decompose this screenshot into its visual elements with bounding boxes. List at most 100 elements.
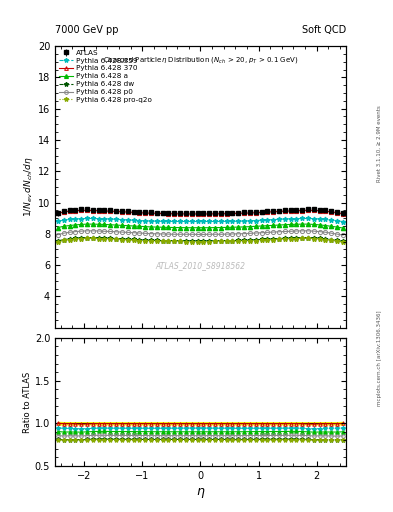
Pythia 6.428 370 — [79, 207, 84, 214]
Pythia 6.428 359 — [84, 216, 89, 222]
Pythia 6.428 370 — [178, 211, 182, 217]
Pythia 6.428 359 — [143, 218, 147, 224]
Pythia 6.428 p0 — [259, 230, 264, 236]
Pythia 6.428 pro-q2o — [137, 238, 142, 244]
Pythia 6.428 a — [125, 223, 130, 229]
Pythia 6.428 359 — [271, 217, 275, 223]
Pythia 6.428 370 — [265, 209, 270, 215]
Pythia 6.428 dw — [184, 238, 188, 244]
Pythia 6.428 dw — [300, 234, 305, 241]
Pythia 6.428 dw — [207, 238, 211, 244]
Pythia 6.428 359 — [224, 218, 229, 224]
Pythia 6.428 pro-q2o — [166, 239, 171, 245]
Pythia 6.428 a — [242, 224, 246, 230]
Pythia 6.428 dw — [84, 234, 89, 241]
Pythia 6.428 359 — [277, 216, 281, 222]
Pythia 6.428 pro-q2o — [271, 237, 275, 243]
Pythia 6.428 pro-q2o — [172, 239, 176, 245]
Pythia 6.428 359 — [137, 218, 142, 224]
Pythia 6.428 359 — [265, 217, 270, 223]
Pythia 6.428 p0 — [90, 228, 95, 234]
Pythia 6.428 a — [55, 224, 60, 230]
Pythia 6.428 359 — [317, 216, 322, 222]
Pythia 6.428 a — [137, 223, 142, 229]
Pythia 6.428 370 — [253, 209, 258, 216]
Pythia 6.428 359 — [114, 216, 118, 222]
Pythia 6.428 a — [271, 222, 275, 228]
Pythia 6.428 359 — [73, 216, 78, 222]
Pythia 6.428 370 — [67, 208, 72, 214]
Text: mcplots.cern.ch [arXiv:1306.3436]: mcplots.cern.ch [arXiv:1306.3436] — [377, 311, 382, 406]
Pythia 6.428 pro-q2o — [184, 239, 188, 245]
Pythia 6.428 p0 — [224, 231, 229, 237]
Pythia 6.428 pro-q2o — [189, 239, 194, 245]
Pythia 6.428 370 — [55, 210, 60, 217]
Pythia 6.428 a — [253, 223, 258, 229]
Pythia 6.428 a — [149, 224, 153, 230]
Pythia 6.428 dw — [108, 235, 113, 241]
Pythia 6.428 359 — [306, 216, 310, 222]
Pythia 6.428 359 — [312, 216, 316, 222]
Line: Pythia 6.428 359: Pythia 6.428 359 — [55, 216, 345, 224]
Line: Pythia 6.428 370: Pythia 6.428 370 — [56, 208, 345, 216]
Pythia 6.428 pro-q2o — [259, 237, 264, 243]
Pythia 6.428 dw — [79, 234, 84, 241]
Pythia 6.428 pro-q2o — [90, 236, 95, 242]
Pythia 6.428 370 — [236, 210, 241, 217]
Pythia 6.428 370 — [224, 210, 229, 217]
Pythia 6.428 dw — [189, 238, 194, 244]
Pythia 6.428 pro-q2o — [341, 239, 345, 245]
Pythia 6.428 p0 — [131, 230, 136, 236]
Pythia 6.428 370 — [329, 209, 334, 215]
Pythia 6.428 pro-q2o — [102, 236, 107, 242]
Pythia 6.428 dw — [294, 234, 299, 241]
Pythia 6.428 p0 — [242, 230, 246, 237]
Pythia 6.428 359 — [55, 218, 60, 224]
Pythia 6.428 370 — [166, 210, 171, 217]
Pythia 6.428 dw — [154, 238, 159, 244]
Pythia 6.428 370 — [84, 207, 89, 214]
Pythia 6.428 p0 — [166, 231, 171, 237]
Pythia 6.428 359 — [329, 217, 334, 223]
Pythia 6.428 359 — [131, 217, 136, 223]
Pythia 6.428 p0 — [341, 232, 345, 238]
Pythia 6.428 p0 — [283, 228, 287, 234]
Pythia 6.428 370 — [201, 211, 206, 217]
Pythia 6.428 pro-q2o — [149, 238, 153, 244]
Pythia 6.428 pro-q2o — [84, 236, 89, 242]
Pythia 6.428 pro-q2o — [236, 238, 241, 244]
Pythia 6.428 a — [114, 222, 118, 228]
Pythia 6.428 p0 — [230, 231, 235, 237]
Pythia 6.428 p0 — [149, 230, 153, 237]
Pythia 6.428 pro-q2o — [125, 237, 130, 243]
Pythia 6.428 370 — [160, 210, 165, 217]
Pythia 6.428 a — [84, 221, 89, 227]
Pythia 6.428 dw — [125, 236, 130, 242]
Pythia 6.428 a — [61, 223, 66, 229]
Pythia 6.428 370 — [189, 211, 194, 217]
Pythia 6.428 370 — [248, 210, 252, 216]
Pythia 6.428 pro-q2o — [108, 236, 113, 242]
Pythia 6.428 pro-q2o — [61, 238, 66, 244]
Pythia 6.428 a — [166, 224, 171, 230]
Pythia 6.428 p0 — [125, 229, 130, 236]
Pythia 6.428 pro-q2o — [248, 238, 252, 244]
Pythia 6.428 a — [102, 221, 107, 227]
Pythia 6.428 370 — [207, 211, 211, 217]
Pythia 6.428 dw — [253, 237, 258, 243]
Pythia 6.428 370 — [143, 210, 147, 216]
Pythia 6.428 dw — [143, 237, 147, 243]
Pythia 6.428 pro-q2o — [230, 238, 235, 244]
Pythia 6.428 359 — [213, 219, 217, 225]
Pythia 6.428 370 — [277, 208, 281, 215]
Pythia 6.428 dw — [317, 235, 322, 241]
Pythia 6.428 p0 — [84, 228, 89, 234]
Pythia 6.428 dw — [283, 235, 287, 241]
Pythia 6.428 pro-q2o — [79, 236, 84, 242]
Pythia 6.428 370 — [184, 211, 188, 217]
Pythia 6.428 359 — [195, 219, 200, 225]
Pythia 6.428 dw — [61, 237, 66, 243]
Pythia 6.428 pro-q2o — [114, 236, 118, 242]
Line: Pythia 6.428 p0: Pythia 6.428 p0 — [56, 229, 345, 237]
Pythia 6.428 370 — [288, 208, 293, 214]
